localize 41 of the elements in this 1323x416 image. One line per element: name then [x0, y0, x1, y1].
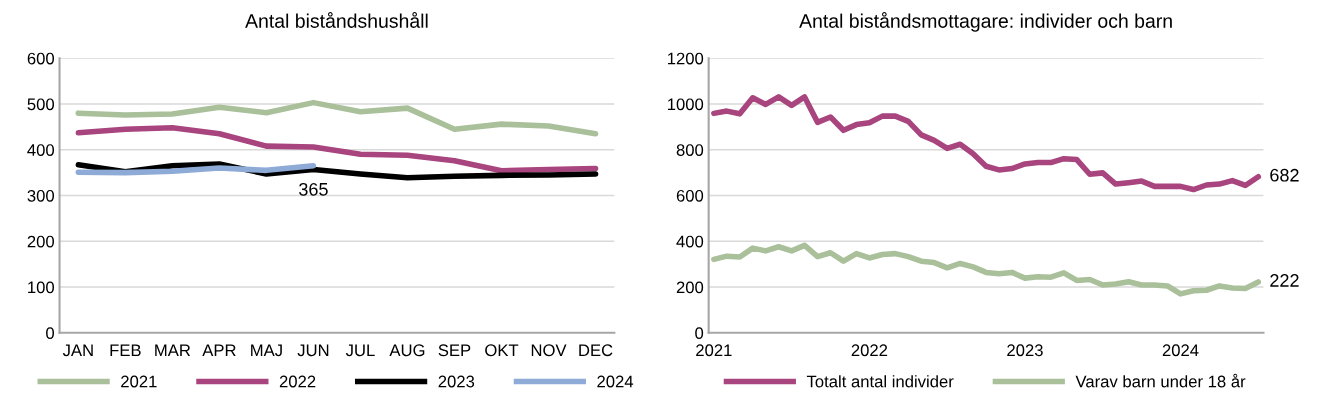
- chart-title: Antal biståndshushåll: [245, 12, 428, 28]
- y-tick-label: 500: [27, 98, 55, 111]
- y-tick-label: 400: [27, 144, 55, 156]
- y-tick-label: 400: [676, 235, 704, 248]
- data-label: 222: [1270, 274, 1299, 287]
- data-label: 365: [299, 182, 328, 196]
- x-tick-label: AUG: [389, 344, 425, 357]
- x-tick-label: 2023: [1007, 344, 1043, 357]
- x-tick-label: MAR: [155, 344, 191, 356]
- y-tick-label: 100: [28, 281, 55, 294]
- x-tick-label: 2021: [696, 344, 732, 357]
- y-tick-label: 200: [676, 281, 704, 294]
- x-tick-label: 2022: [851, 344, 888, 357]
- data-label: 682: [1270, 168, 1299, 182]
- legend-label: 2021: [121, 375, 157, 388]
- chart-title: Antal biståndsmottagare: individer och barn: [799, 12, 1172, 32]
- y-tick-label: 1200: [668, 52, 704, 65]
- y-tick-label: 200: [27, 235, 55, 248]
- x-tick-label: JUL: [345, 344, 375, 357]
- x-tick-label: OKT: [485, 344, 519, 357]
- legend-label: Varav barn under 18 år: [1075, 373, 1246, 388]
- x-tick-label: NOV: [531, 344, 567, 357]
- x-tick-label: JAN: [62, 344, 93, 357]
- y-tick-label: 0: [695, 327, 704, 339]
- y-tick-label: 0: [46, 327, 55, 339]
- x-tick-label: SEP: [438, 344, 471, 357]
- y-tick-label: 600: [27, 52, 55, 65]
- legend-label: Totalt antal individer: [806, 375, 954, 388]
- x-tick-label: DEC: [579, 344, 613, 357]
- legend-label: 2024: [597, 375, 634, 388]
- y-tick-label: 600: [676, 189, 704, 202]
- x-tick-label: JUN: [297, 344, 329, 357]
- y-tick-label: 800: [676, 144, 704, 156]
- legend-label: 2023: [438, 375, 475, 388]
- legend-label: 2022: [279, 375, 316, 388]
- y-tick-label: 1000: [668, 98, 704, 111]
- x-tick-label: FEB: [110, 344, 141, 356]
- x-tick-label: 2024: [1162, 344, 1199, 357]
- x-tick-label: APR: [202, 344, 236, 356]
- x-tick-label: MAJ: [251, 344, 282, 357]
- y-tick-label: 300: [27, 189, 55, 202]
